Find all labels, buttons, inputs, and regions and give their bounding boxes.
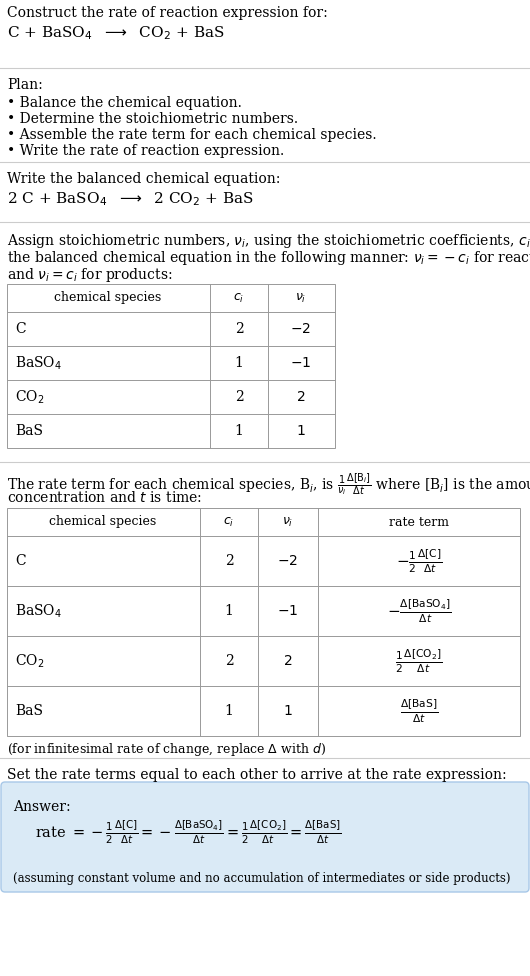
- Text: $\nu_i$: $\nu_i$: [282, 515, 294, 529]
- Text: • Assemble the rate term for each chemical species.: • Assemble the rate term for each chemic…: [7, 128, 377, 142]
- Text: concentration and $t$ is time:: concentration and $t$ is time:: [7, 490, 202, 505]
- Text: rate $= -\frac{1}{2}\frac{\Delta[\mathrm{C}]}{\Delta t} = -\frac{\Delta[\mathrm{: rate $= -\frac{1}{2}\frac{\Delta[\mathrm…: [35, 818, 342, 846]
- Text: the balanced chemical equation in the following manner: $\nu_i = -c_i$ for react: the balanced chemical equation in the fo…: [7, 249, 530, 267]
- Text: CO$_2$: CO$_2$: [15, 388, 45, 406]
- Text: 2: 2: [225, 654, 233, 668]
- Bar: [7, 284, 335, 448]
- Bar: [7, 508, 520, 736]
- Text: The rate term for each chemical species, B$_i$, is $\frac{1}{\nu_i}\frac{\Delta[: The rate term for each chemical species,…: [7, 472, 530, 498]
- Text: (for infinitesimal rate of change, replace $\Delta$ with $d$): (for infinitesimal rate of change, repla…: [7, 741, 326, 758]
- Text: and $\nu_i = c_i$ for products:: and $\nu_i = c_i$ for products:: [7, 266, 172, 284]
- Text: Answer:: Answer:: [13, 800, 70, 814]
- Text: CO$_2$: CO$_2$: [15, 652, 45, 670]
- Text: $\nu_i$: $\nu_i$: [295, 292, 307, 305]
- Text: Construct the rate of reaction expression for:: Construct the rate of reaction expressio…: [7, 6, 328, 20]
- Text: $c_i$: $c_i$: [223, 515, 235, 529]
- Text: C: C: [15, 554, 25, 568]
- Text: • Determine the stoichiometric numbers.: • Determine the stoichiometric numbers.: [7, 112, 298, 126]
- Text: chemical species: chemical species: [49, 515, 157, 528]
- Text: BaSO$_4$: BaSO$_4$: [15, 602, 62, 620]
- Text: $-\frac{\Delta[\mathrm{BaSO_4}]}{\Delta t}$: $-\frac{\Delta[\mathrm{BaSO_4}]}{\Delta …: [387, 597, 452, 625]
- Text: $-1$: $-1$: [277, 604, 298, 618]
- Text: $-1$: $-1$: [290, 356, 312, 370]
- Text: Set the rate terms equal to each other to arrive at the rate expression:: Set the rate terms equal to each other t…: [7, 768, 507, 782]
- Text: $2$: $2$: [296, 390, 306, 404]
- Text: $-2$: $-2$: [290, 322, 312, 336]
- Text: 2: 2: [235, 390, 243, 404]
- Text: C: C: [15, 322, 25, 336]
- Text: 1: 1: [225, 604, 233, 618]
- Text: $\frac{1}{2}\frac{\Delta[\mathrm{CO_2}]}{\Delta t}$: $\frac{1}{2}\frac{\Delta[\mathrm{CO_2}]}…: [395, 647, 443, 674]
- Text: $2$: $2$: [284, 654, 293, 668]
- Text: $1$: $1$: [296, 424, 306, 438]
- Text: rate term: rate term: [389, 515, 449, 528]
- Text: $c_i$: $c_i$: [233, 292, 245, 305]
- Text: • Write the rate of reaction expression.: • Write the rate of reaction expression.: [7, 144, 284, 158]
- Text: BaSO$_4$: BaSO$_4$: [15, 354, 62, 372]
- Text: 2: 2: [225, 554, 233, 568]
- Text: 1: 1: [235, 356, 243, 370]
- Text: 2: 2: [235, 322, 243, 336]
- Text: chemical species: chemical species: [55, 292, 162, 305]
- Text: 2 C + BaSO$_4$  $\longrightarrow$  2 CO$_2$ + BaS: 2 C + BaSO$_4$ $\longrightarrow$ 2 CO$_2…: [7, 190, 254, 208]
- FancyBboxPatch shape: [1, 782, 529, 892]
- Text: BaS: BaS: [15, 424, 43, 438]
- Text: $1$: $1$: [283, 704, 293, 718]
- Text: C + BaSO$_4$  $\longrightarrow$  CO$_2$ + BaS: C + BaSO$_4$ $\longrightarrow$ CO$_2$ + …: [7, 24, 225, 42]
- Text: $-\frac{1}{2}\frac{\Delta[\mathrm{C}]}{\Delta t}$: $-\frac{1}{2}\frac{\Delta[\mathrm{C}]}{\…: [396, 548, 442, 575]
- Text: 1: 1: [235, 424, 243, 438]
- Text: BaS: BaS: [15, 704, 43, 718]
- Text: Assign stoichiometric numbers, $\nu_i$, using the stoichiometric coefficients, $: Assign stoichiometric numbers, $\nu_i$, …: [7, 232, 530, 250]
- Text: (assuming constant volume and no accumulation of intermediates or side products): (assuming constant volume and no accumul…: [13, 872, 510, 885]
- Text: • Balance the chemical equation.: • Balance the chemical equation.: [7, 96, 242, 110]
- Text: $\frac{\Delta[\mathrm{BaS}]}{\Delta t}$: $\frac{\Delta[\mathrm{BaS}]}{\Delta t}$: [400, 697, 438, 725]
- Text: Plan:: Plan:: [7, 78, 43, 92]
- Text: Write the balanced chemical equation:: Write the balanced chemical equation:: [7, 172, 280, 186]
- Text: $-2$: $-2$: [278, 554, 298, 568]
- Text: 1: 1: [225, 704, 233, 718]
